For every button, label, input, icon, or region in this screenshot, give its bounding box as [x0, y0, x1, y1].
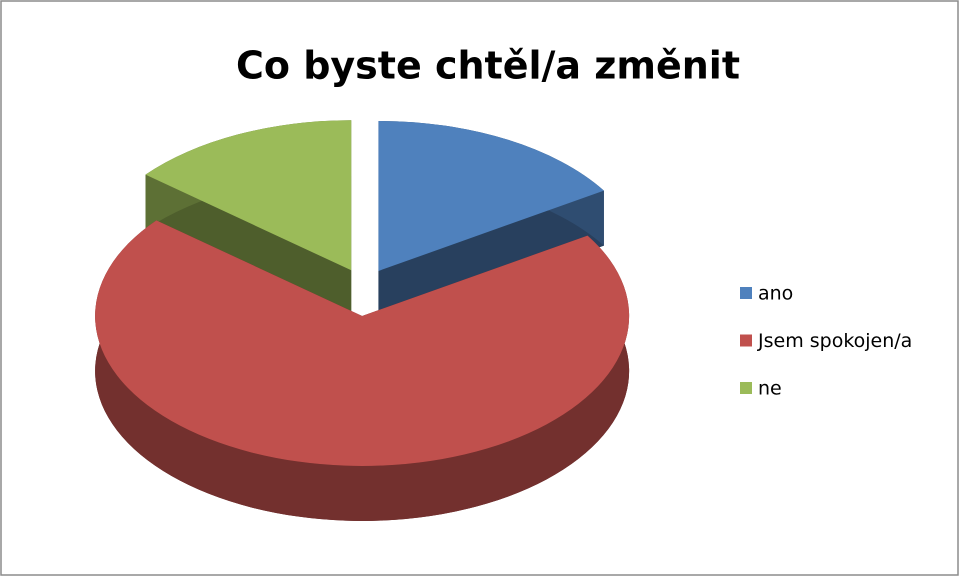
- legend-label: Jsem spokojen/a: [757, 330, 912, 352]
- legend-swatch: [740, 334, 752, 347]
- chart-title: Co byste chtěl/a změnit: [236, 44, 740, 88]
- legend-label: ano: [758, 283, 793, 305]
- pie-slice: [95, 220, 630, 521]
- slice-top: [378, 120, 604, 271]
- legend-swatch: [740, 382, 752, 394]
- legend-swatch: [740, 287, 752, 299]
- slice-top: [145, 120, 352, 271]
- slice-top: [95, 220, 630, 466]
- legend-label: ne: [758, 378, 782, 400]
